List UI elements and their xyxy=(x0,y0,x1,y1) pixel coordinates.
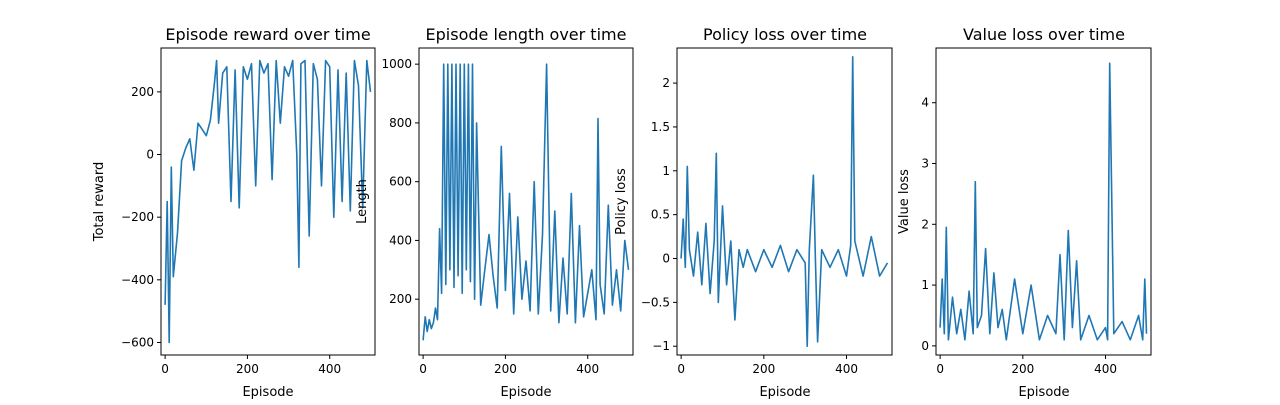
policy-loss-panel: Policy loss over time Episode Policy los… xyxy=(614,25,893,400)
reward-y-tick-label: −200 xyxy=(121,210,154,224)
length-y-tick-label: 800 xyxy=(389,116,412,130)
policy-loss-y-tick-label: 1 xyxy=(662,164,670,178)
length-plot-area xyxy=(422,63,630,341)
reward-chart-title: Episode reward over time xyxy=(165,25,370,44)
value-loss-x-tick-label: 0 xyxy=(936,362,944,376)
reward-x-axis-label: Episode xyxy=(242,385,293,400)
policy-loss-axes-frame xyxy=(676,47,893,356)
reward-x-tick-label: 0 xyxy=(161,362,169,376)
policy-loss-y-tick-label: 0.5 xyxy=(651,208,670,222)
length-panel: Episode length over time Episode Length … xyxy=(355,25,634,400)
reward-y-tick-label: −400 xyxy=(121,273,154,287)
reward-panel: Episode reward over time Episode Total r… xyxy=(92,25,376,400)
length-y-tick-label: 200 xyxy=(389,292,412,306)
length-x-axis-label: Episode xyxy=(500,385,551,400)
value-loss-series-line xyxy=(939,62,1148,341)
reward-plot-area xyxy=(164,59,372,344)
reward-y-tick-label: 200 xyxy=(131,85,154,99)
reward-series-line xyxy=(164,59,372,344)
policy-loss-chart-title: Policy loss over time xyxy=(703,25,867,44)
length-y-tick-label: 1000 xyxy=(381,57,412,71)
policy-loss-x-axis-label: Episode xyxy=(759,385,810,400)
policy-loss-y-tick-label: 0 xyxy=(662,252,670,266)
length-y-axis-label: Length xyxy=(355,179,370,224)
length-y-tick-label: 400 xyxy=(389,233,412,247)
policy-loss-y-axis-label: Policy loss xyxy=(614,168,629,235)
policy-loss-series-line xyxy=(680,56,889,347)
length-x-tick-label: 0 xyxy=(419,362,427,376)
reward-x-tick-label: 400 xyxy=(318,362,341,376)
length-x-tick-label: 400 xyxy=(576,362,599,376)
policy-loss-y-tick-label: 2 xyxy=(662,76,670,90)
value-loss-y-axis-label: Value loss xyxy=(897,169,912,234)
value-loss-y-tick-label: 1 xyxy=(921,278,929,292)
value-loss-chart-title: Value loss over time xyxy=(963,25,1125,44)
policy-loss-y-tick-label: −1 xyxy=(652,339,670,353)
reward-axes-frame xyxy=(160,47,376,356)
length-axes-frame xyxy=(418,47,634,356)
length-y-tick-label: 600 xyxy=(389,175,412,189)
policy-loss-x-tick-label: 200 xyxy=(752,362,775,376)
length-x-tick-label: 200 xyxy=(494,362,517,376)
policy-loss-plot-area xyxy=(680,56,889,347)
policy-loss-y-tick-label: 1.5 xyxy=(651,120,670,134)
value-loss-x-tick-label: 200 xyxy=(1011,362,1034,376)
length-series-line xyxy=(422,63,630,341)
value-loss-plot-area xyxy=(939,62,1148,341)
length-chart-title: Episode length over time xyxy=(426,25,627,44)
value-loss-y-tick-label: 3 xyxy=(921,157,929,171)
value-loss-y-tick-label: 2 xyxy=(921,217,929,231)
policy-loss-x-tick-label: 400 xyxy=(835,362,858,376)
reward-y-tick-label: 0 xyxy=(146,148,154,162)
reward-y-tick-label: −600 xyxy=(121,335,154,349)
value-loss-y-tick-label: 4 xyxy=(921,96,929,110)
value-loss-x-axis-label: Episode xyxy=(1018,385,1069,400)
reward-x-tick-label: 200 xyxy=(236,362,259,376)
value-loss-panel: Value loss over time Episode Value loss … xyxy=(897,25,1152,400)
reward-y-axis-label: Total reward xyxy=(92,162,107,243)
value-loss-y-tick-label: 0 xyxy=(921,339,929,353)
policy-loss-x-tick-label: 0 xyxy=(677,362,685,376)
policy-loss-y-tick-label: −0.5 xyxy=(641,295,670,309)
value-loss-x-tick-label: 400 xyxy=(1094,362,1117,376)
value-loss-axes-frame xyxy=(935,47,1152,356)
